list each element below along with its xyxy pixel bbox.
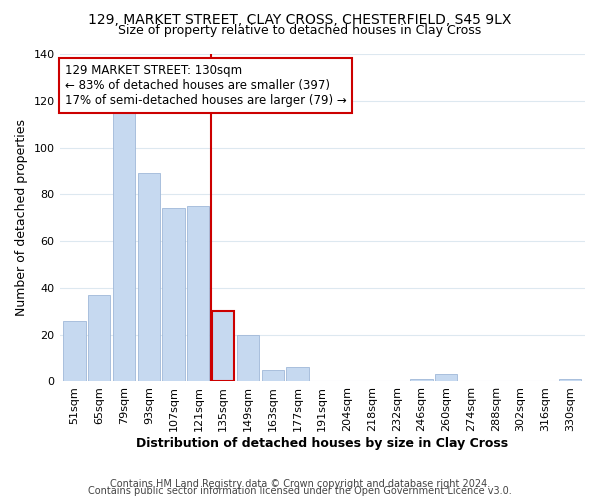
Text: Size of property relative to detached houses in Clay Cross: Size of property relative to detached ho… — [118, 24, 482, 37]
Bar — [559, 379, 581, 382]
Bar — [410, 379, 433, 382]
Bar — [63, 320, 86, 382]
X-axis label: Distribution of detached houses by size in Clay Cross: Distribution of detached houses by size … — [136, 437, 508, 450]
Bar — [163, 208, 185, 382]
Bar — [187, 206, 209, 382]
Text: 129 MARKET STREET: 130sqm
← 83% of detached houses are smaller (397)
17% of semi: 129 MARKET STREET: 130sqm ← 83% of detac… — [65, 64, 347, 107]
Bar — [286, 368, 308, 382]
Bar — [137, 174, 160, 382]
Bar — [435, 374, 457, 382]
Bar — [113, 106, 135, 382]
Text: Contains public sector information licensed under the Open Government Licence v3: Contains public sector information licen… — [88, 486, 512, 496]
Text: 129, MARKET STREET, CLAY CROSS, CHESTERFIELD, S45 9LX: 129, MARKET STREET, CLAY CROSS, CHESTERF… — [88, 12, 512, 26]
Bar — [262, 370, 284, 382]
Text: Contains HM Land Registry data © Crown copyright and database right 2024.: Contains HM Land Registry data © Crown c… — [110, 479, 490, 489]
Bar — [88, 295, 110, 382]
Bar — [212, 312, 234, 382]
Bar — [237, 334, 259, 382]
Y-axis label: Number of detached properties: Number of detached properties — [15, 119, 28, 316]
